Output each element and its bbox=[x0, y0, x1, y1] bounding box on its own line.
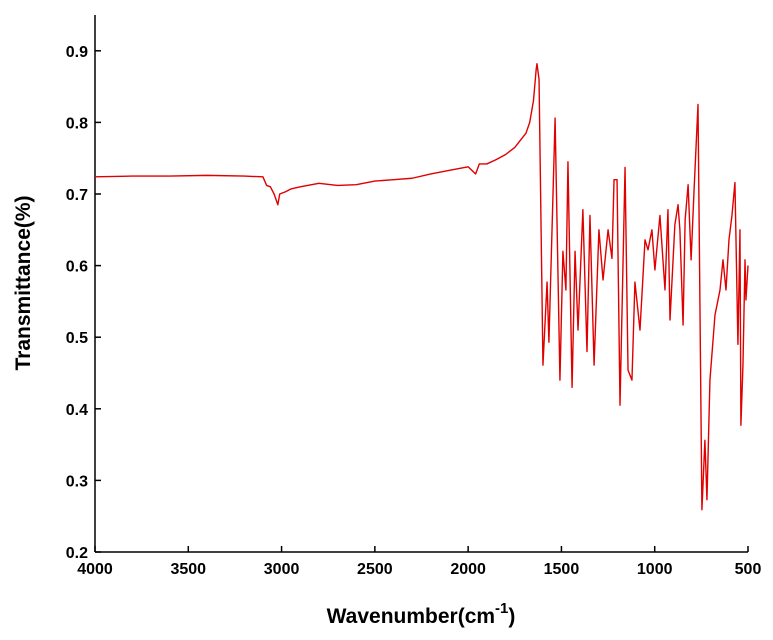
y-tick-label: 0.9 bbox=[66, 44, 88, 61]
x-tick-label: 2500 bbox=[357, 561, 393, 578]
spectrum-line bbox=[94, 62, 749, 511]
x-label-main: Wavenumber(cm bbox=[327, 605, 495, 628]
y-tick-label: 0.3 bbox=[66, 473, 88, 490]
y-axis-label: Transmittance(%) bbox=[12, 195, 35, 370]
y-tick-label: 0.5 bbox=[66, 330, 88, 347]
y-tick-label: 0.4 bbox=[66, 402, 88, 419]
x-label-sup: -1 bbox=[495, 600, 508, 617]
x-tick-label: 4000 bbox=[77, 561, 113, 578]
y-tick-label: 0.7 bbox=[66, 187, 88, 204]
y-tick-label: 0.2 bbox=[66, 545, 88, 562]
x-axis-label: Wavenumber(cm-1) bbox=[327, 600, 516, 628]
x-tick-label: 1000 bbox=[637, 561, 673, 578]
x-tick-label: 2000 bbox=[450, 561, 486, 578]
y-tick-label: 0.6 bbox=[66, 259, 88, 276]
x-tick-label: 500 bbox=[735, 561, 762, 578]
y-tick-label: 0.8 bbox=[66, 115, 88, 132]
x-tick-label: 1500 bbox=[544, 561, 580, 578]
x-tick-label: 3000 bbox=[264, 561, 300, 578]
x-label-end: ) bbox=[508, 605, 515, 628]
x-tick-label: 3500 bbox=[170, 561, 206, 578]
